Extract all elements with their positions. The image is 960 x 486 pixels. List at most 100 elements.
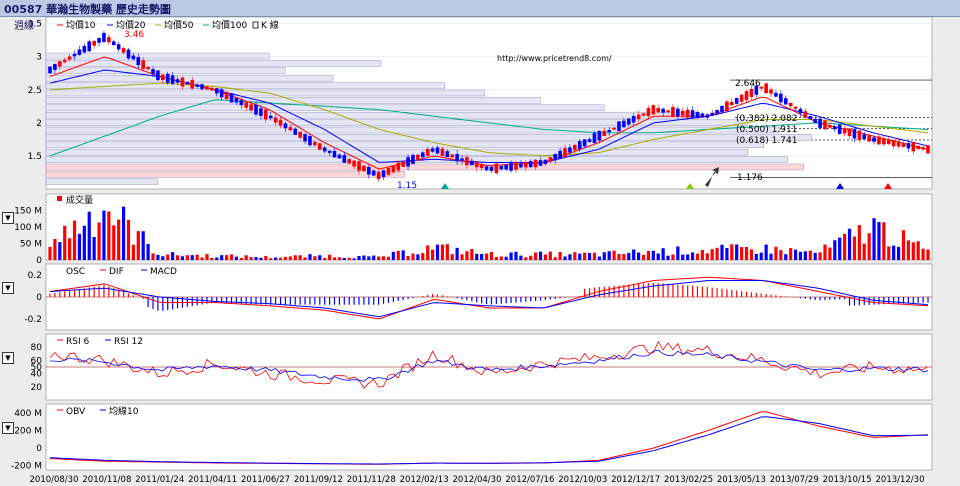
candle-body <box>161 74 165 81</box>
candle-body <box>729 102 734 106</box>
obv-ytick-label: 400 M <box>14 409 42 419</box>
volume-bar <box>813 252 817 260</box>
legend-dif: DIF <box>109 267 124 277</box>
candle-body <box>48 66 52 74</box>
candle-body <box>754 85 759 95</box>
candle-body <box>533 159 538 168</box>
volume-profile-bar <box>45 141 764 149</box>
volume-bar <box>117 219 121 260</box>
legend-rsi6: RSI 6 <box>66 337 89 347</box>
volume-profile-bar <box>45 67 286 75</box>
x-axis-label: 2011/09/12 <box>294 475 343 485</box>
candle-body <box>435 147 440 154</box>
volume-bar <box>911 242 915 260</box>
candle-body <box>813 118 817 123</box>
volume-bar <box>494 256 498 260</box>
volume-bar <box>705 253 709 260</box>
x-axis-label: 2012/04/30 <box>453 475 502 485</box>
volume-bar <box>823 244 827 260</box>
candle-body <box>420 152 425 158</box>
x-axis-label: 2012/10/03 <box>558 475 607 485</box>
candle-body <box>558 150 562 159</box>
candle-body <box>362 165 366 172</box>
candle-body <box>685 109 690 118</box>
candle-body <box>788 102 793 107</box>
volume-bar <box>401 250 405 260</box>
candle-body <box>268 115 273 119</box>
volume-profile-bar <box>45 104 605 112</box>
candle-body <box>872 137 876 142</box>
volume-bar <box>553 257 557 260</box>
rsi-ytick-label: 20 <box>31 383 43 393</box>
candle-body <box>210 87 214 91</box>
volume-bar <box>587 253 592 260</box>
volume-bar <box>641 254 646 260</box>
rsi-ytick-label: 40 <box>31 370 43 380</box>
candle-body <box>882 138 886 145</box>
candle-body <box>396 162 401 171</box>
candle-body <box>342 155 347 163</box>
volume-bar <box>793 249 798 260</box>
candle-body <box>573 144 577 151</box>
candle-body <box>715 109 719 114</box>
volume-bar <box>264 255 268 260</box>
candle-body <box>332 150 337 158</box>
obv-panel-toggle-icon[interactable]: ▼ <box>2 422 14 434</box>
volume-bar <box>774 246 778 260</box>
volume-bar <box>195 254 199 260</box>
volume-bar <box>651 250 655 260</box>
candle-body <box>916 145 920 150</box>
x-axis-label: 2013/10/15 <box>823 475 872 485</box>
x-axis-label: 2012/02/13 <box>400 475 449 485</box>
candle-body <box>622 120 626 128</box>
candle-body <box>102 32 106 42</box>
candle-body <box>818 118 822 129</box>
candle-body <box>671 107 675 117</box>
volume-bar <box>489 251 494 260</box>
candle-body <box>131 55 136 60</box>
candle-body <box>538 160 543 166</box>
candle-body <box>631 115 636 123</box>
candle-body <box>504 164 508 170</box>
rsi-panel-toggle-icon[interactable]: ▼ <box>2 352 14 364</box>
candle-body <box>185 82 190 85</box>
x-axis-label: 2011/06/27 <box>241 475 290 485</box>
candle-body <box>700 113 705 118</box>
candle-body <box>803 111 808 118</box>
candle-body <box>219 89 224 98</box>
candle-body <box>867 134 871 142</box>
candle-body <box>553 153 558 161</box>
macd-line-MACD <box>49 280 929 318</box>
candle-body <box>680 110 685 116</box>
candle-body <box>666 110 670 113</box>
volume-bar <box>779 250 783 260</box>
candle-body <box>337 154 342 159</box>
candle-body <box>891 139 896 147</box>
volume-bar <box>563 256 567 260</box>
volume-bar <box>828 247 832 260</box>
volume-bar <box>445 244 449 260</box>
macd-panel-toggle-icon[interactable]: ▼ <box>2 282 14 294</box>
volume-bar <box>318 255 322 260</box>
rsi-ytick-label: 50 <box>31 363 43 373</box>
volume-bar <box>843 233 847 260</box>
volume-bar <box>48 246 52 260</box>
volume-panel-toggle-icon[interactable]: ▼ <box>2 212 14 224</box>
volume-bar <box>121 206 126 260</box>
candle-body <box>273 117 278 123</box>
candle-body <box>190 80 195 89</box>
volume-bar <box>637 252 641 260</box>
volume-bar <box>367 256 371 260</box>
volume-bar <box>833 240 837 260</box>
volume-bar <box>283 256 288 260</box>
volume-profile-bar <box>45 74 334 82</box>
volume-bar <box>789 248 793 260</box>
rsi-ytick-label: 60 <box>31 356 43 366</box>
legend-osc: OSC <box>66 267 85 277</box>
candle-body <box>288 127 293 131</box>
signal-marker <box>441 183 449 189</box>
volume-bar <box>769 253 773 260</box>
candle-body <box>734 98 739 104</box>
candle-body <box>837 124 842 134</box>
volume-bar <box>926 249 930 260</box>
